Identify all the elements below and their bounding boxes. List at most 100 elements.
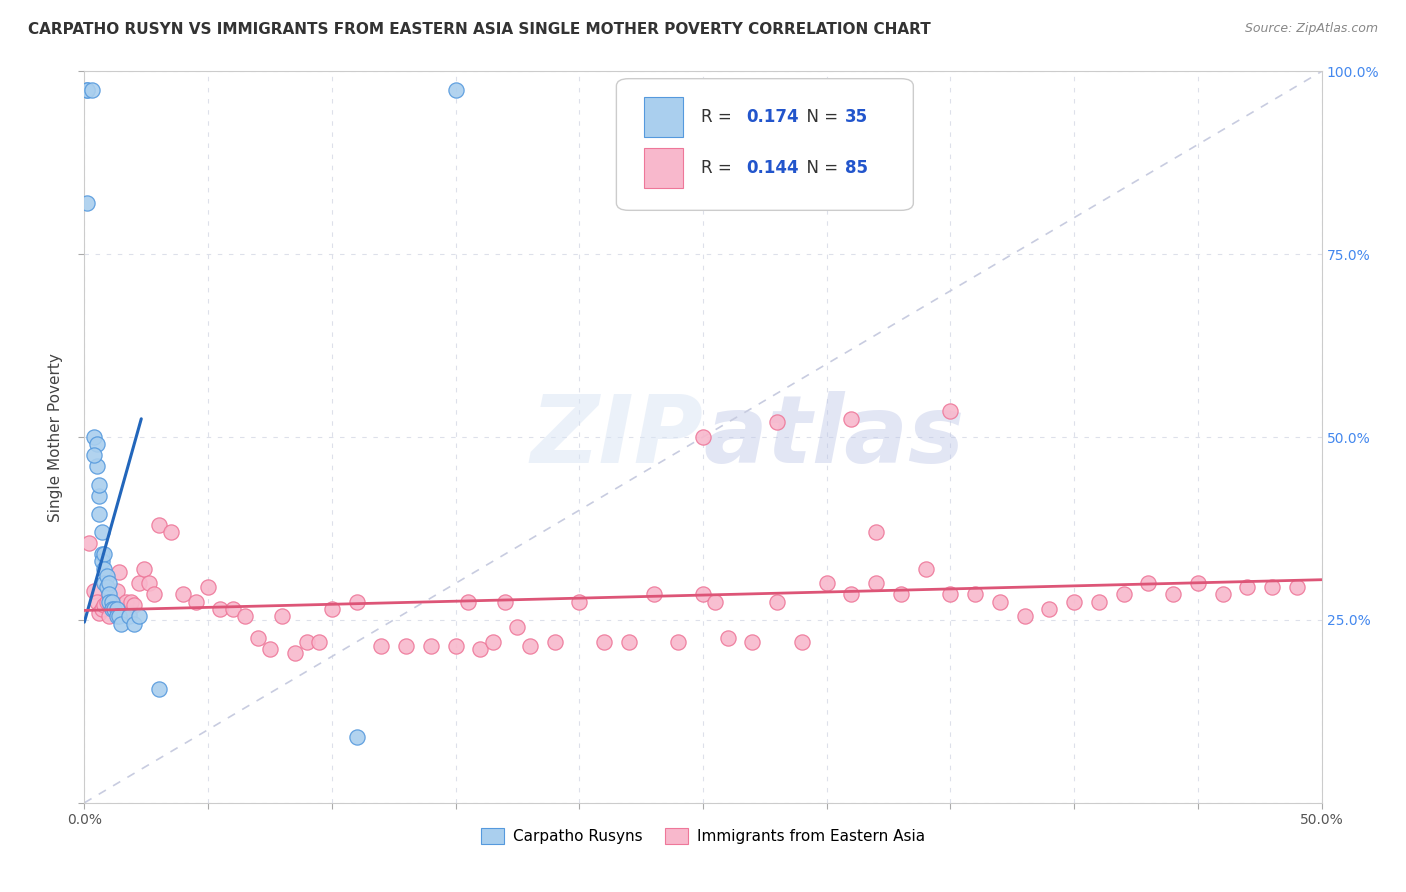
Point: [93, 576, 115, 591]
Point: [115, 594, 138, 608]
Point: [148, 517, 170, 532]
Text: 35: 35: [845, 108, 869, 126]
Point: [110, 599, 132, 613]
Point: [76, 196, 98, 211]
Point: [100, 594, 122, 608]
Point: [83, 448, 105, 462]
Point: [105, 602, 128, 616]
Point: [444, 83, 467, 97]
Point: [209, 602, 232, 616]
Point: [83, 583, 105, 598]
Point: [96, 594, 118, 608]
Point: [815, 576, 838, 591]
Point: [519, 639, 541, 653]
Text: N =: N =: [796, 159, 844, 177]
Point: [89, 477, 111, 491]
Text: R =: R =: [700, 108, 737, 126]
Point: [939, 587, 962, 601]
Point: [98, 587, 121, 601]
Point: [284, 646, 307, 660]
Point: [90, 602, 112, 616]
Point: [233, 609, 256, 624]
Point: [89, 489, 111, 503]
Point: [128, 576, 150, 591]
Point: [80, 83, 103, 97]
Point: [112, 602, 135, 616]
Point: [172, 587, 194, 601]
Text: Source: ZipAtlas.com: Source: ZipAtlas.com: [1244, 22, 1378, 36]
Point: [118, 606, 141, 620]
Point: [246, 632, 269, 646]
Point: [890, 587, 912, 601]
Point: [741, 635, 763, 649]
Text: CARPATHO RUSYN VS IMMIGRANTS FROM EASTERN ASIA SINGLE MOTHER POVERTY CORRELATION: CARPATHO RUSYN VS IMMIGRANTS FROM EASTER…: [28, 22, 931, 37]
Point: [105, 583, 128, 598]
Point: [1161, 587, 1184, 601]
Point: [1112, 587, 1135, 601]
Point: [295, 635, 318, 649]
Point: [717, 632, 740, 646]
Point: [142, 587, 165, 601]
Point: [494, 594, 516, 608]
Point: [395, 639, 418, 653]
Point: [692, 430, 714, 444]
Point: [93, 547, 115, 561]
Legend: Carpatho Rusyns, Immigrants from Eastern Asia: Carpatho Rusyns, Immigrants from Eastern…: [474, 822, 932, 850]
Point: [1236, 580, 1258, 594]
FancyBboxPatch shape: [644, 97, 683, 137]
Point: [444, 639, 467, 653]
Text: 0.144: 0.144: [747, 159, 799, 177]
Point: [1088, 594, 1111, 608]
Text: R =: R =: [700, 159, 737, 177]
Text: atlas: atlas: [703, 391, 965, 483]
Text: N =: N =: [796, 108, 844, 126]
Point: [86, 459, 108, 474]
Point: [543, 635, 565, 649]
Point: [89, 606, 111, 620]
Point: [98, 576, 121, 591]
Point: [865, 576, 887, 591]
Point: [346, 594, 368, 608]
Point: [103, 602, 125, 616]
FancyBboxPatch shape: [644, 148, 683, 188]
Point: [110, 616, 132, 631]
Point: [766, 594, 789, 608]
Text: 0.174: 0.174: [747, 108, 799, 126]
Point: [128, 609, 150, 624]
Point: [841, 412, 863, 426]
Point: [184, 594, 207, 608]
Point: [98, 594, 121, 608]
Point: [568, 594, 591, 608]
Point: [481, 635, 503, 649]
Point: [457, 594, 479, 608]
Point: [965, 587, 987, 601]
Point: [222, 602, 245, 616]
Point: [120, 594, 142, 608]
Point: [1285, 580, 1308, 594]
Point: [593, 635, 616, 649]
Point: [1014, 609, 1036, 624]
Point: [1261, 580, 1284, 594]
Point: [197, 580, 219, 594]
Point: [76, 83, 98, 97]
Point: [914, 562, 936, 576]
Point: [86, 437, 108, 451]
Point: [692, 587, 714, 601]
Point: [766, 416, 789, 430]
Point: [90, 525, 112, 540]
Point: [841, 587, 863, 601]
Point: [419, 639, 441, 653]
Point: [370, 639, 392, 653]
Point: [93, 562, 115, 576]
Point: [259, 642, 281, 657]
Point: [100, 602, 122, 616]
Point: [90, 554, 112, 568]
Point: [160, 525, 183, 540]
Point: [666, 635, 689, 649]
Point: [108, 566, 131, 580]
Point: [321, 602, 343, 616]
Point: [108, 609, 131, 624]
Point: [271, 609, 294, 624]
Point: [790, 635, 813, 649]
FancyBboxPatch shape: [616, 78, 914, 211]
